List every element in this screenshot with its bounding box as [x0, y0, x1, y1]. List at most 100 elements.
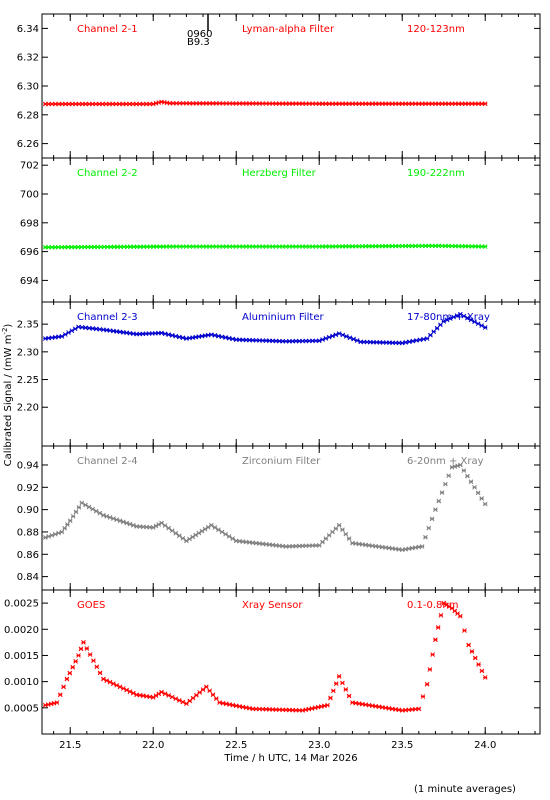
- data-point: [438, 612, 444, 618]
- data-point: [219, 529, 225, 535]
- data-point: [479, 668, 485, 674]
- data-point: [403, 339, 409, 345]
- y-axis-label-close: ): [3, 324, 14, 328]
- data-point: [482, 325, 488, 330]
- data-point: [421, 336, 426, 342]
- data-point: [223, 335, 228, 340]
- data-point: [210, 692, 216, 698]
- data-point: [219, 334, 225, 340]
- data-point: [216, 333, 221, 339]
- data-point: [230, 336, 236, 342]
- data-point: [91, 658, 96, 664]
- x-tick-label: 23.0: [308, 740, 330, 751]
- y-tick-label: 696: [20, 247, 39, 258]
- data-point: [340, 332, 346, 338]
- data-point: [97, 670, 103, 676]
- data-point: [325, 702, 330, 708]
- data-point: [90, 506, 95, 512]
- data-point: [213, 696, 219, 702]
- data-point: [457, 462, 463, 468]
- panel-label: Herzberg Filter: [242, 168, 317, 179]
- data-point: [427, 667, 433, 672]
- data-point: [230, 536, 236, 542]
- data-point: [212, 333, 218, 338]
- data-point: [84, 646, 90, 651]
- data-point: [216, 527, 221, 533]
- data-point: [223, 531, 228, 537]
- data-points-4: [42, 462, 488, 553]
- data-point: [208, 332, 214, 338]
- data-point: [159, 520, 164, 526]
- x-tick-label: 24.0: [474, 740, 496, 751]
- panel-label: Xray Sensor: [242, 600, 303, 611]
- panel-5: 0.0005 0.0010 0.0015 0.0020 0.0025 GOES Xray S…: [4, 589, 541, 751]
- data-points-5: [42, 600, 488, 713]
- data-point: [436, 498, 442, 504]
- data-point: [417, 337, 423, 343]
- data-point: [97, 510, 103, 516]
- panel-frame: [41, 589, 541, 735]
- data-point: [67, 670, 73, 676]
- data-point: [54, 700, 60, 705]
- data-point: [336, 522, 342, 528]
- data-points-2: [42, 243, 488, 250]
- data-point: [435, 625, 441, 630]
- data-point: [64, 676, 70, 682]
- data-point: [83, 502, 88, 508]
- data-point: [65, 522, 70, 527]
- data-point: [326, 532, 332, 538]
- data-point: [340, 680, 345, 686]
- y-axis-label-text: Calibrated Signal / (mW m: [3, 335, 14, 467]
- data-point: [81, 640, 86, 645]
- data-point: [180, 335, 186, 341]
- data-point: [439, 490, 445, 496]
- data-point: [166, 525, 171, 531]
- panel-frame: [41, 13, 541, 159]
- y-tick-label: 6.26: [17, 139, 39, 150]
- data-point: [61, 684, 66, 690]
- panel-label: Lyman-alpha Filter: [242, 24, 335, 35]
- data-point: [180, 535, 186, 541]
- panels-group: 6.26 6.28 6.30 6.32 6.34 Channel 2-1 Lyman-alp…: [4, 13, 541, 751]
- data-point: [340, 527, 345, 533]
- data-point: [472, 484, 477, 490]
- y-tick-label: 2.20: [17, 403, 39, 414]
- data-point: [457, 311, 463, 317]
- panel-label: Zirconium Filter: [242, 456, 321, 467]
- data-point: [469, 649, 475, 654]
- data-point: [423, 534, 428, 540]
- data-point: [354, 338, 360, 343]
- x-tick-label: 21.5: [59, 740, 81, 751]
- data-point: [333, 681, 339, 686]
- y-axis-label-superscript: -2: [1, 328, 9, 335]
- data-point: [226, 534, 232, 539]
- data-point: [67, 518, 73, 524]
- data-point: [433, 507, 438, 512]
- data-point: [472, 655, 478, 661]
- data-point: [416, 706, 422, 712]
- data-point: [159, 330, 164, 336]
- data-point: [424, 681, 430, 687]
- x-tick-label: 22.0: [142, 740, 164, 751]
- y-tick-label: 0.0015: [4, 651, 39, 662]
- annotation-line-2: B9.3: [187, 37, 210, 48]
- y-tick-label: 702: [20, 161, 39, 172]
- data-point: [76, 653, 81, 658]
- panel-frame: [41, 445, 541, 591]
- data-point: [173, 333, 179, 339]
- data-point: [433, 637, 438, 643]
- data-point: [162, 523, 168, 528]
- data-points-3: [42, 311, 488, 346]
- x-axis-label: Time / h UTC, 14 Mar 2026: [223, 753, 357, 764]
- data-point: [479, 323, 485, 328]
- data-point: [476, 662, 481, 667]
- y-tick-label: 2.30: [17, 347, 39, 358]
- y-tick-label: 6.32: [17, 53, 39, 64]
- y-tick-label: 694: [20, 276, 39, 287]
- panel-label: 190-222nm: [407, 168, 465, 179]
- data-point: [468, 317, 474, 323]
- data-point: [429, 516, 435, 522]
- y-tick-label: 0.84: [17, 572, 39, 583]
- data-point: [461, 313, 467, 319]
